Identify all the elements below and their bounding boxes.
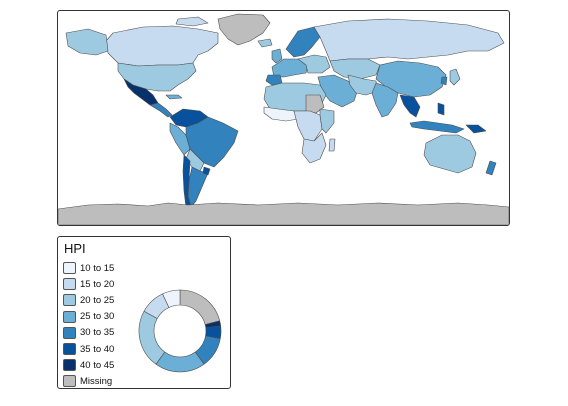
legend-item: 10 to 15 — [63, 261, 114, 275]
legend-swatch — [63, 294, 76, 307]
scandinavia-region — [285, 26, 321, 58]
russia-region — [313, 18, 505, 62]
legend-swatch — [63, 359, 76, 372]
southeast-asia-region — [399, 94, 421, 118]
world-map-panel — [57, 10, 510, 226]
andean-region — [169, 122, 191, 156]
legend-label: 20 to 25 — [80, 294, 115, 306]
alaska-region — [65, 28, 109, 56]
legend-swatch — [63, 343, 76, 355]
uruguay-region — [202, 166, 211, 176]
legend-swatch — [63, 262, 76, 274]
madagascar-region — [328, 138, 336, 152]
japan-region — [449, 68, 461, 86]
central-america-region — [149, 102, 173, 118]
legend-label: 25 to 30 — [80, 311, 115, 323]
canada-region — [105, 25, 219, 67]
legend-title: HPI — [64, 241, 86, 256]
new-zealand-region — [485, 160, 497, 176]
india-region — [371, 82, 399, 118]
indonesia-region — [409, 120, 465, 134]
donut-slice-20-to-25 — [138, 310, 166, 365]
east-africa-region — [319, 108, 335, 134]
legend-item: 40 to 45 — [63, 358, 114, 372]
class-share-donut — [138, 289, 222, 373]
central-africa-region — [293, 110, 323, 142]
philippines-region — [437, 102, 445, 116]
iceland-region — [257, 38, 273, 48]
legend-swatch — [63, 375, 76, 388]
legend-swatch — [63, 310, 76, 323]
legend-item: 30 to 35 — [63, 326, 114, 340]
legend-label: 40 to 45 — [80, 359, 115, 371]
donut-slice-missing — [179, 289, 221, 325]
korea-region — [440, 76, 448, 86]
legend-item: 15 to 20 — [63, 277, 114, 291]
legend-item: 20 to 25 — [63, 293, 114, 307]
eastern-europe-region — [297, 54, 331, 74]
world-map — [58, 13, 509, 225]
new-guinea-region — [465, 124, 487, 134]
southern-africa-region — [301, 132, 327, 164]
legend-label: 15 to 20 — [80, 278, 115, 290]
legend-swatch — [63, 326, 76, 339]
caribbean-region — [165, 94, 183, 100]
legend-label: 30 to 35 — [80, 327, 115, 339]
donut-slice-10-to-15 — [162, 289, 181, 308]
legend-label: Missing — [80, 375, 113, 387]
legend-panel: HPI 10 to 15 15 to 20 20 to 25 25 to 30 30 t… — [57, 236, 231, 389]
central-asia-region — [329, 58, 381, 80]
antarctica-region — [58, 202, 509, 225]
west-africa-region — [263, 106, 299, 122]
donut-slices — [138, 289, 222, 373]
legend-label: 10 to 15 — [80, 262, 115, 274]
australia-region — [423, 134, 477, 174]
legend-swatch — [63, 278, 76, 291]
legend-item: 25 to 30 — [63, 310, 114, 324]
legend-item: 35 to 40 — [63, 342, 114, 356]
arctic-islands-region — [175, 16, 209, 27]
legend-label: 35 to 40 — [80, 343, 115, 355]
legend-item: Missing — [63, 374, 112, 388]
donut-slice-25-to-30 — [155, 351, 205, 373]
greenland-region — [217, 13, 271, 46]
uk-region — [271, 48, 283, 64]
